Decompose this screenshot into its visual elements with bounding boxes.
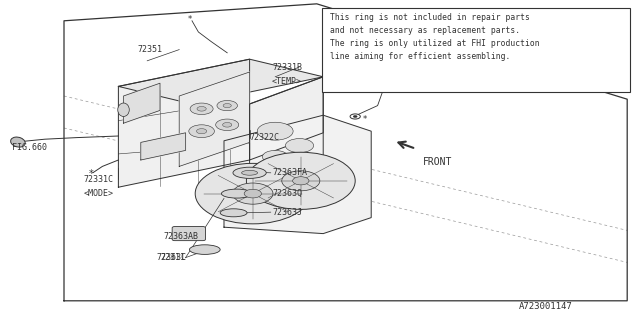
FancyBboxPatch shape (322, 8, 630, 92)
Polygon shape (224, 115, 371, 234)
Text: 72363FA: 72363FA (272, 168, 307, 177)
Circle shape (262, 150, 288, 163)
Circle shape (216, 119, 239, 131)
Circle shape (244, 189, 262, 198)
Polygon shape (141, 133, 186, 160)
Circle shape (257, 122, 293, 140)
Ellipse shape (221, 189, 252, 198)
Text: 72331C: 72331C (83, 175, 113, 184)
Text: 72363AB: 72363AB (163, 232, 198, 241)
Ellipse shape (233, 183, 273, 204)
Circle shape (350, 114, 360, 119)
Text: *: * (88, 169, 93, 179)
Ellipse shape (118, 103, 129, 116)
Ellipse shape (282, 171, 320, 191)
Ellipse shape (11, 137, 25, 147)
Polygon shape (250, 77, 323, 160)
Text: This ring is not included in repair parts
and not necessary as replacement parts: This ring is not included in repair part… (330, 13, 540, 61)
Text: FRONT: FRONT (422, 156, 452, 167)
Text: A723001147: A723001147 (518, 302, 572, 311)
Circle shape (196, 129, 207, 134)
Circle shape (292, 177, 309, 185)
Text: 72363J: 72363J (272, 208, 302, 217)
Ellipse shape (242, 170, 258, 175)
Circle shape (353, 116, 357, 117)
Text: <MODE>: <MODE> (83, 189, 113, 198)
Ellipse shape (189, 245, 220, 254)
Text: 72322C: 72322C (250, 133, 280, 142)
Text: <TEMP>: <TEMP> (272, 77, 302, 86)
Ellipse shape (246, 152, 355, 209)
Circle shape (217, 100, 237, 111)
Text: 72331B: 72331B (272, 63, 302, 72)
Polygon shape (179, 72, 250, 166)
Text: *: * (188, 15, 191, 24)
Text: 72363Q: 72363Q (272, 189, 302, 198)
Polygon shape (118, 59, 250, 187)
Text: 72351: 72351 (138, 45, 163, 54)
Ellipse shape (195, 163, 310, 224)
Circle shape (189, 125, 214, 138)
Text: *: * (363, 115, 367, 124)
Ellipse shape (220, 209, 247, 217)
Ellipse shape (233, 167, 266, 179)
Text: FIG.660: FIG.660 (12, 143, 47, 152)
Circle shape (190, 103, 213, 115)
Polygon shape (250, 77, 323, 186)
Circle shape (285, 139, 314, 153)
Polygon shape (124, 83, 160, 123)
FancyBboxPatch shape (172, 227, 205, 241)
Circle shape (223, 104, 231, 108)
Text: 72363C: 72363C (157, 253, 187, 262)
Circle shape (223, 123, 232, 127)
Polygon shape (118, 59, 323, 104)
Circle shape (197, 107, 206, 111)
Text: 72311: 72311 (160, 253, 185, 262)
